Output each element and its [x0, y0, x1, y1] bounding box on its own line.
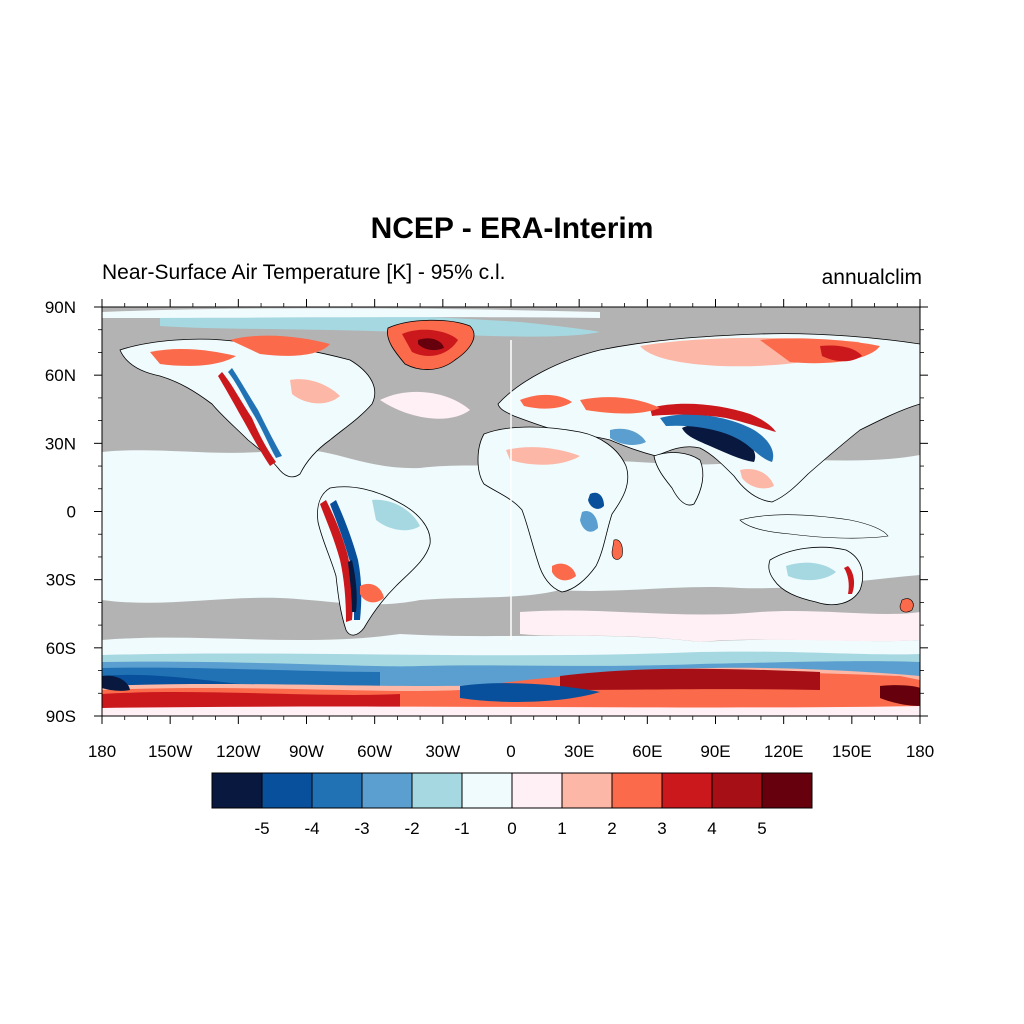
- sa-east-blue: [372, 499, 420, 531]
- southern-ocean-band: [102, 634, 920, 656]
- antarctic-blue-core: [460, 683, 600, 702]
- sa-south-red: [360, 583, 384, 603]
- y-tick-label: 60S: [46, 639, 76, 658]
- colorbar-swatch: [261, 772, 313, 809]
- x-tick-label: 60W: [357, 742, 392, 761]
- antarctic-bottom-pink: [102, 706, 920, 716]
- colorbar-label: -4: [304, 819, 319, 838]
- na-canada-red: [230, 335, 330, 356]
- andes-red: [320, 500, 353, 622]
- indonesia: [739, 514, 889, 539]
- antarctic-red-4: [560, 668, 820, 690]
- iran-blue: [610, 428, 646, 445]
- arctic-band-light: [160, 313, 600, 337]
- y-tick-label: 0: [67, 503, 76, 522]
- x-tick-label: 0: [506, 742, 515, 761]
- colorbar-swatch: [561, 772, 613, 809]
- colorbar-swatch: [411, 772, 463, 809]
- se-asia-pink: [740, 468, 774, 489]
- x-tick-label: 30W: [425, 742, 460, 761]
- antarctic-dark-red-east: [880, 685, 920, 706]
- colorbar-label: 0: [507, 819, 516, 838]
- colorbar-swatch: [311, 772, 363, 809]
- x-tick-label: 60E: [632, 742, 662, 761]
- colorbar-swatch: [711, 772, 763, 809]
- north-atlantic-pink: [380, 391, 470, 419]
- y-tick-label: 90S: [46, 707, 76, 726]
- x-tick-label: 150E: [832, 742, 872, 761]
- colorbar-swatch: [511, 772, 563, 809]
- x-tick-label: 180: [88, 742, 116, 761]
- colorbar-label: 5: [757, 819, 766, 838]
- y-tick-label: 60N: [45, 366, 76, 385]
- y-tick-label: 90N: [45, 298, 76, 317]
- colorbar: -5 -4 -3 -2 -1 0 1 2 3 4 5: [211, 772, 813, 838]
- colorbar-label: -3: [354, 819, 369, 838]
- south-africa-red: [552, 563, 576, 581]
- map-panel: [102, 307, 920, 716]
- x-tick-label: 180: [906, 742, 934, 761]
- y-tick-label: 30S: [46, 571, 76, 590]
- arctic-band-pale: [102, 308, 600, 318]
- colorbar-swatch: [211, 772, 263, 809]
- sahara-pink: [506, 447, 580, 465]
- season-subtitle: annualclim: [821, 266, 922, 289]
- colorbar-label: -2: [404, 819, 419, 838]
- x-tick-label: 90W: [289, 742, 324, 761]
- colorbar-label: 3: [657, 819, 666, 838]
- southern-ocean-pink: [520, 610, 920, 642]
- x-tick-label: 90E: [700, 742, 730, 761]
- central-asia-red: [580, 397, 660, 414]
- colorbar-label: -5: [254, 819, 269, 838]
- na-west-red: [150, 349, 236, 366]
- australia-east-red: [844, 566, 855, 594]
- antarctic-dark-blue-west: [102, 675, 130, 691]
- x-tick-label: 150W: [148, 742, 192, 761]
- greenland-peak: [418, 338, 444, 351]
- tibet-dark-blue: [682, 424, 756, 462]
- colorbar-label: 2: [607, 819, 616, 838]
- australia-blue: [786, 562, 836, 581]
- map-title: NCEP - ERA-Interim: [370, 212, 654, 245]
- siberia-dark: [820, 345, 862, 362]
- colorbar-swatch: [461, 772, 513, 809]
- colorbar-swatch: [611, 772, 663, 809]
- madagascar: [611, 539, 623, 560]
- x-tick-label: 120E: [764, 742, 804, 761]
- africa: [477, 426, 629, 593]
- andes-dark: [348, 560, 357, 612]
- africa-east-blue: [580, 510, 598, 532]
- x-tick-label: 30E: [564, 742, 594, 761]
- colorbar-swatch: [661, 772, 713, 809]
- variable-subtitle: Near-Surface Air Temperature [K] - 95% c…: [102, 261, 506, 284]
- ethiopia-dark: [588, 492, 604, 509]
- na-rockies-blue: [228, 368, 282, 458]
- colorbar-label: 1: [557, 819, 566, 838]
- new-zealand: [899, 598, 914, 613]
- tibet-red: [650, 403, 776, 432]
- map-axes: 180 150W 120W 90W 60W 30W 0 30E 60E 90E 120E 150E 18…: [45, 298, 934, 761]
- y-tick-label: 30N: [45, 434, 76, 453]
- europe-red: [520, 394, 572, 409]
- colorbar-label: -1: [454, 819, 469, 838]
- tibet-blue: [660, 414, 774, 462]
- na-east-pink: [290, 379, 340, 404]
- colorbar-swatch: [361, 772, 413, 809]
- colorbar-swatch: [761, 772, 813, 809]
- colorbar-label: 4: [707, 819, 716, 838]
- x-tick-label: 120W: [216, 742, 260, 761]
- india: [653, 452, 704, 506]
- andes-blue: [330, 500, 362, 620]
- na-rockies-red: [218, 372, 276, 466]
